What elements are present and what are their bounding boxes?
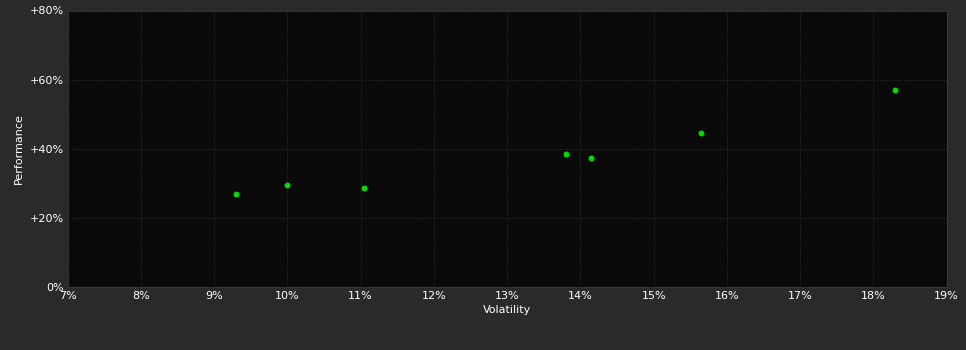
Point: [694, 131, 709, 136]
Point: [888, 87, 903, 93]
Point: [280, 182, 296, 188]
X-axis label: Volatility: Volatility: [483, 305, 531, 315]
Y-axis label: Performance: Performance: [14, 113, 24, 184]
Point: [356, 186, 372, 191]
Point: [228, 191, 243, 196]
Point: [558, 151, 574, 157]
Point: [583, 156, 599, 161]
